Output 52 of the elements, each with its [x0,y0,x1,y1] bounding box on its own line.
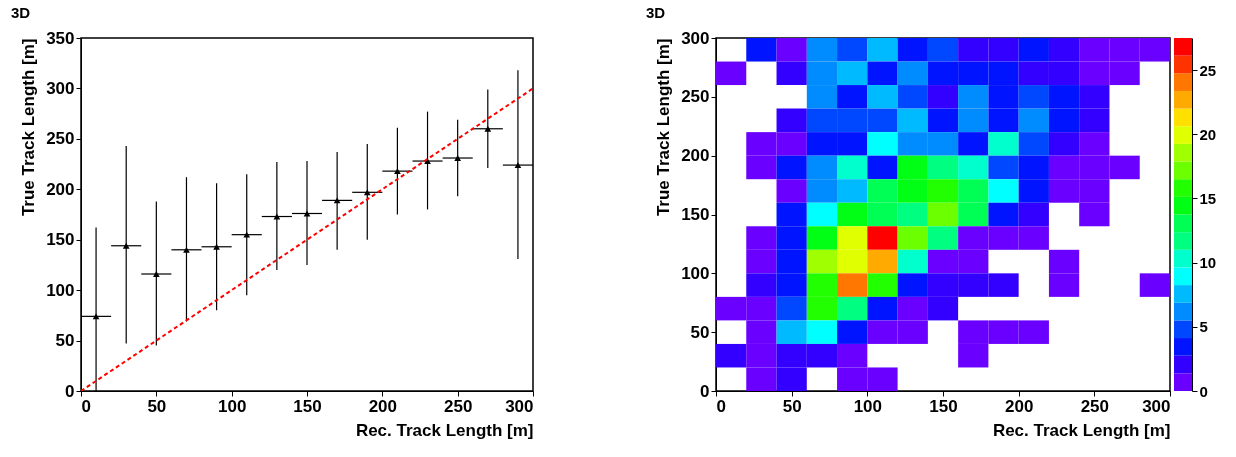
point [303,210,311,217]
x-tick-label: 200 [1004,396,1034,416]
y-tick-label: 150 [681,205,710,224]
y-tick-label: 100 [46,280,75,300]
y-tick-label: 200 [46,179,75,199]
x-tick-label: 50 [782,396,802,416]
point [92,313,100,320]
x-tick-label: 150 [293,396,322,416]
y-axis-title: True Track Length [m] [19,38,39,217]
color-bar-label: 25 [1199,61,1217,79]
text: 3D [11,4,31,21]
x-tick-label: 100 [853,396,883,416]
point [213,243,220,250]
x-tick-label: 0 [716,396,726,416]
point [394,168,401,175]
y-tick-label: 100 [681,263,710,283]
point [152,271,160,277]
x-tick-label: 250 [1080,396,1110,416]
color-bar-label: 20 [1199,125,1217,143]
y-tick-label: 50 [55,331,75,351]
color-bar-label: 10 [1199,254,1217,272]
point [122,242,130,249]
x-axis-title: Rec. Track Length [m] [355,420,534,440]
point [484,125,492,132]
y-tick-label: 0 [700,381,710,401]
y-axis-title: True Track Length [m] [654,38,674,217]
color-bar-label: 5 [1199,318,1208,336]
y-tick-label: 50 [690,322,710,342]
x-tick-label: 0 [81,396,91,416]
x-tick-label: 250 [443,396,473,416]
y-tick-label: 350 [46,28,75,48]
point [514,162,522,168]
y-tick-label: 300 [46,78,75,98]
point [243,231,251,238]
y-tick-label: 150 [46,230,75,250]
x-tick-label: 300 [505,396,534,416]
x-axis-title: Rec. Track Length [m] [992,420,1171,440]
point [363,189,371,196]
point [454,155,462,161]
y-tick-label: 200 [681,146,710,166]
color-bar-label: 0 [1199,382,1208,400]
color-bar-label: 15 [1199,189,1217,207]
y-tick-label: 250 [681,87,710,107]
x-tick-label: 150 [929,396,958,416]
x-tick-label: 200 [368,396,398,416]
x-tick-label: 100 [217,396,247,416]
text: 3D [646,4,666,21]
y-tick-label: 300 [681,28,710,48]
x-tick-label: 300 [1142,396,1171,416]
y-tick-label: 250 [46,129,75,149]
y-tick-label: 0 [65,381,75,401]
x-tick-label: 50 [147,396,167,416]
